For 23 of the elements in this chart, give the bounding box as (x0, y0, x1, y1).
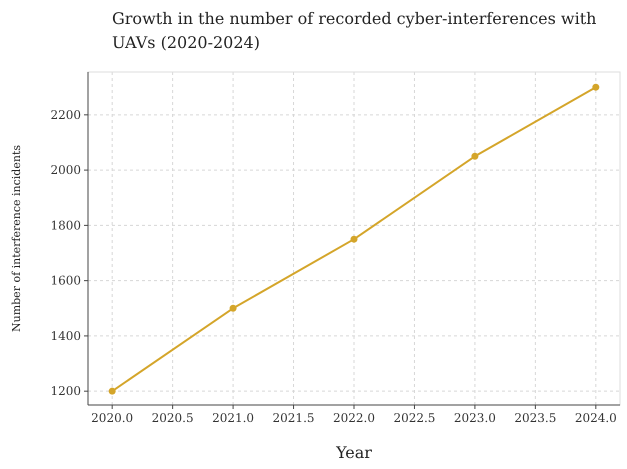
point (108, 388, 116, 395)
x-tick-label: 2021.5 (272, 411, 315, 425)
x-tick-label: 2022.0 (333, 411, 375, 425)
x-tick-label: 2020.5 (152, 411, 194, 425)
x-tick-label: 2023.5 (514, 411, 556, 425)
y-tick-label: 1600 (50, 274, 81, 288)
y-tick-label: 1400 (50, 328, 81, 343)
x-tick-label: 2021.0 (212, 411, 254, 425)
x-axis-title: Year (335, 443, 372, 462)
y-tick-label: 1200 (50, 384, 81, 398)
point (592, 84, 600, 91)
y-tick-label: 2200 (50, 108, 81, 122)
point (230, 304, 237, 312)
point (350, 236, 358, 243)
x-tick-label: 2024.0 (574, 411, 617, 425)
y-tick-label: 2000 (50, 163, 81, 178)
y-axis-title: Number of interference incidents (10, 144, 23, 332)
point (471, 152, 478, 160)
chart-title: Growth in the number of recorded cyber-interferences with UAVs (2020-2024) (112, 9, 596, 52)
x-tick-label: 2020.0 (91, 411, 134, 425)
x-tick-label: 2022.5 (393, 411, 436, 425)
y-tick-label: 1800 (50, 218, 81, 232)
x-tick-label: 2023.0 (454, 411, 496, 425)
